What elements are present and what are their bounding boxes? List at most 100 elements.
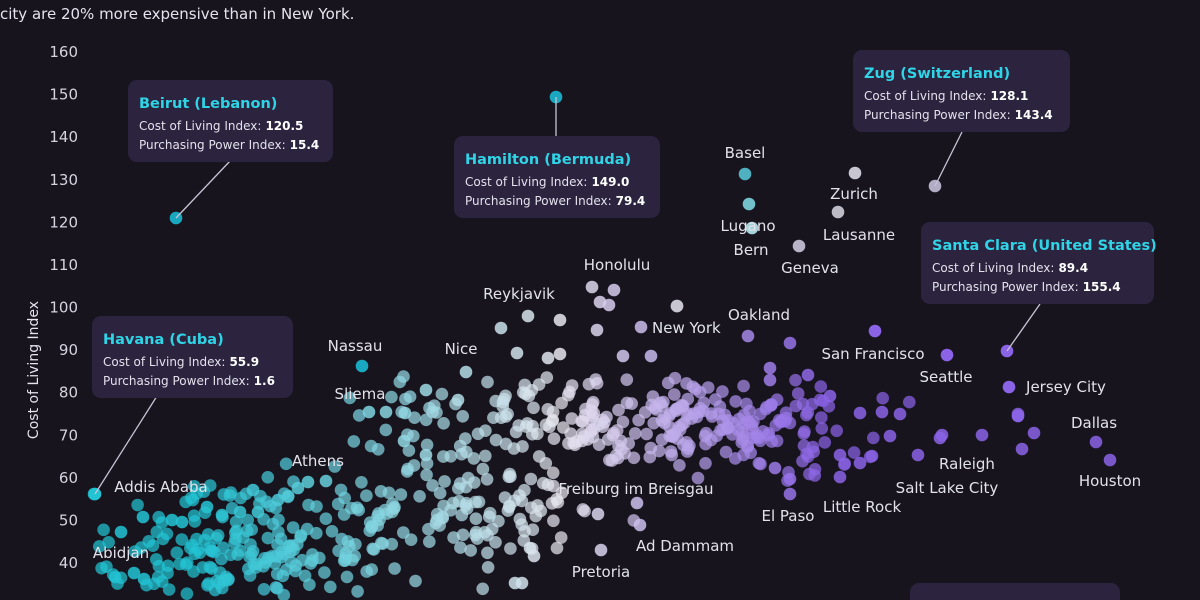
data-point [215,508,229,522]
highlighted-point [940,348,954,362]
data-point [423,535,436,548]
data-point [763,373,777,387]
data-point [501,407,514,421]
data-point [830,424,843,438]
y-tick-label: 120 [49,213,78,231]
data-point [847,446,861,459]
data-point [319,512,333,525]
data-point [261,471,275,484]
data-point [334,483,348,497]
data-point [539,457,553,470]
data-point [547,432,561,446]
tooltip-title: Santa Clara (United States) [932,238,1157,254]
city-label-zurich: Zurich [830,185,878,203]
tooltip-zug: Zug (Switzerland) Cost of Living Index: 12… [853,50,1070,132]
city-label-raleigh: Raleigh [939,455,995,473]
data-point [783,472,797,486]
data-point [698,429,712,443]
data-point [644,349,658,363]
data-point [591,507,605,521]
data-point [716,414,730,428]
data-point [136,510,150,524]
data-point [114,525,128,539]
data-point [301,475,315,489]
data-point [585,280,599,294]
intro-text: city are 20% more expensive than in New … [0,5,354,23]
data-point [865,449,879,463]
data-point [433,486,447,500]
data-point [435,387,449,401]
data-point [1103,453,1117,467]
data-point [853,406,867,420]
city-label-ad-dammam: Ad Dammam [636,537,734,555]
data-point [228,536,241,550]
data-point [628,427,642,440]
data-point [476,462,490,476]
data-point [479,449,492,463]
data-point [823,389,837,403]
tooltip-santa-clara: Santa Clara (United States) Cost of Livin… [921,222,1157,304]
data-point [518,483,531,497]
data-point [509,425,523,439]
tooltip-leader-lines [94,97,1041,495]
tooltip-cost-label: Cost of Living Index: [864,89,986,103]
data-point [245,523,258,536]
data-point [594,543,608,557]
data-point [400,465,414,478]
data-point [451,393,465,407]
data-point [691,471,705,485]
data-point [426,479,439,492]
data-point [362,405,376,419]
tooltip-cost-label: Cost of Living Index: [932,261,1054,275]
data-point [668,388,681,401]
data-point [459,365,473,379]
data-point [397,370,410,383]
city-label-oakland: Oakland [728,306,790,324]
data-point [735,426,749,439]
data-point [527,401,540,415]
data-point [481,561,495,574]
data-point [633,518,647,532]
data-point [360,489,373,503]
data-point [480,473,494,486]
data-point [175,515,189,529]
data-point [131,498,144,512]
tooltip-cost-value: 120.5 [265,119,303,133]
data-point [875,405,889,419]
data-point [444,450,458,463]
data-point [476,582,490,596]
data-point [663,420,676,434]
data-point [481,528,494,542]
data-point [409,574,422,588]
data-point [187,509,201,522]
y-axis-title: Cost of Living Index [26,301,42,439]
data-point [690,410,704,424]
data-point [620,373,634,387]
data-point [737,448,750,462]
data-point [648,401,662,415]
tooltip-power-label: Purchasing Power Index: [103,374,250,388]
y-tick-label: 70 [59,426,78,444]
data-point [257,560,270,573]
data-point [815,422,829,435]
data-point [456,410,470,423]
tooltip-havana: Havana (Cuba) Cost of Living Index: 55.9 Pu… [92,316,293,398]
data-point [482,510,496,524]
data-point [261,531,275,545]
data-point [589,373,602,386]
highlighted-point [1002,380,1016,394]
city-label-lugano: Lugano [721,217,776,235]
data-point [553,347,567,361]
data-point [567,436,580,450]
data-point [385,390,398,404]
tooltip-power-label: Purchasing Power Index: [864,108,1011,122]
data-point [783,487,797,501]
data-point [791,387,805,400]
data-point [420,438,434,452]
data-point [399,392,412,406]
city-label-bern: Bern [734,241,769,259]
data-point [318,566,331,579]
data-point [770,393,784,407]
data-point [170,546,184,559]
tooltip-cost-line: Cost of Living Index: 89.4 [932,261,1088,275]
